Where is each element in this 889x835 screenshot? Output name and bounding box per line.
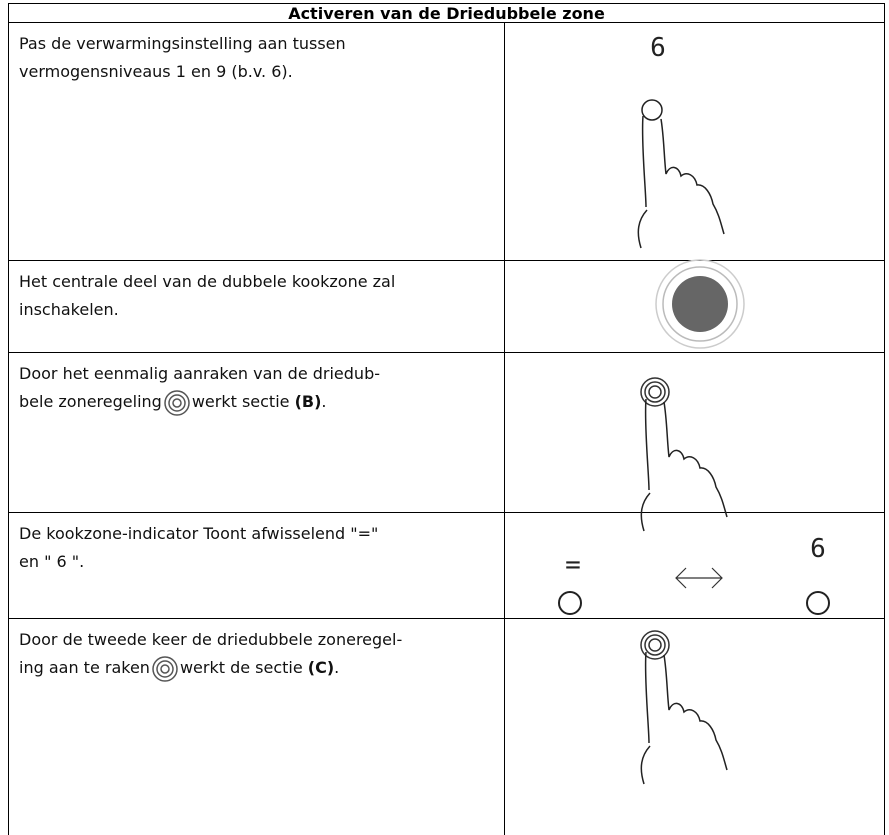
alternate-arrow <box>675 567 723 589</box>
text-line: en " 6 ". <box>19 552 85 571</box>
table-title: Activeren van de Driedubbele zone <box>8 3 885 23</box>
text-line: Door het eenmalig aanraken van de driedu… <box>19 364 380 383</box>
cell-figure <box>504 352 885 513</box>
text: werkt de sectie <box>179 658 303 677</box>
cell-text: Pas de verwarmingsinstelling aan tussen … <box>8 22 505 261</box>
cell-text: Het centrale deel van de dubbele kookzon… <box>8 260 505 353</box>
cell-text: De kookzone-indicator Toont afwisselend … <box>8 512 505 619</box>
text: . <box>334 658 340 677</box>
cell-figure <box>504 512 885 619</box>
touch-key <box>558 591 582 615</box>
zone-ring <box>662 266 738 342</box>
cell-text: Door het eenmalig aanraken van de driedu… <box>8 352 505 513</box>
text-line: ing aan te raken werkt de sectie (C). <box>19 654 505 682</box>
cell-figure <box>504 22 885 261</box>
cell-figure <box>504 618 885 835</box>
zone-center <box>672 276 728 332</box>
text-line: De kookzone-indicator Toont afwisselend … <box>19 524 379 543</box>
cell-text: Door de tweede keer de driedubbele zoner… <box>8 618 505 835</box>
zone-icon <box>152 655 178 682</box>
text-line: vermogensniveaus 1 en 9 (b.v. 6). <box>19 62 293 81</box>
text-line: Pas de verwarmingsinstelling aan tussen <box>19 34 346 53</box>
hand <box>640 651 728 785</box>
text-line: Het centrale deel van de dubbele kookzon… <box>19 272 396 291</box>
bold-text: (B) <box>294 392 322 411</box>
text-line: Door de tweede keer de driedubbele zoner… <box>19 630 403 649</box>
touch-key <box>806 591 830 615</box>
text: werkt sectie <box>191 392 290 411</box>
text-line: bele zoneregeling werkt sectie (B). <box>19 388 505 416</box>
zone-icon <box>164 389 190 416</box>
display-left: = <box>565 550 581 580</box>
bold-text: (C) <box>307 658 335 677</box>
touch-key <box>641 99 663 121</box>
hand <box>637 115 725 249</box>
zone-ring <box>655 259 745 349</box>
text-line: inschakelen. <box>19 300 119 319</box>
display-digit: 6 <box>650 33 666 63</box>
text: ing aan te raken <box>19 658 150 677</box>
text: bele zoneregeling <box>19 392 162 411</box>
text: . <box>321 392 327 411</box>
hand <box>640 398 728 532</box>
display-right: 6 <box>810 534 826 564</box>
